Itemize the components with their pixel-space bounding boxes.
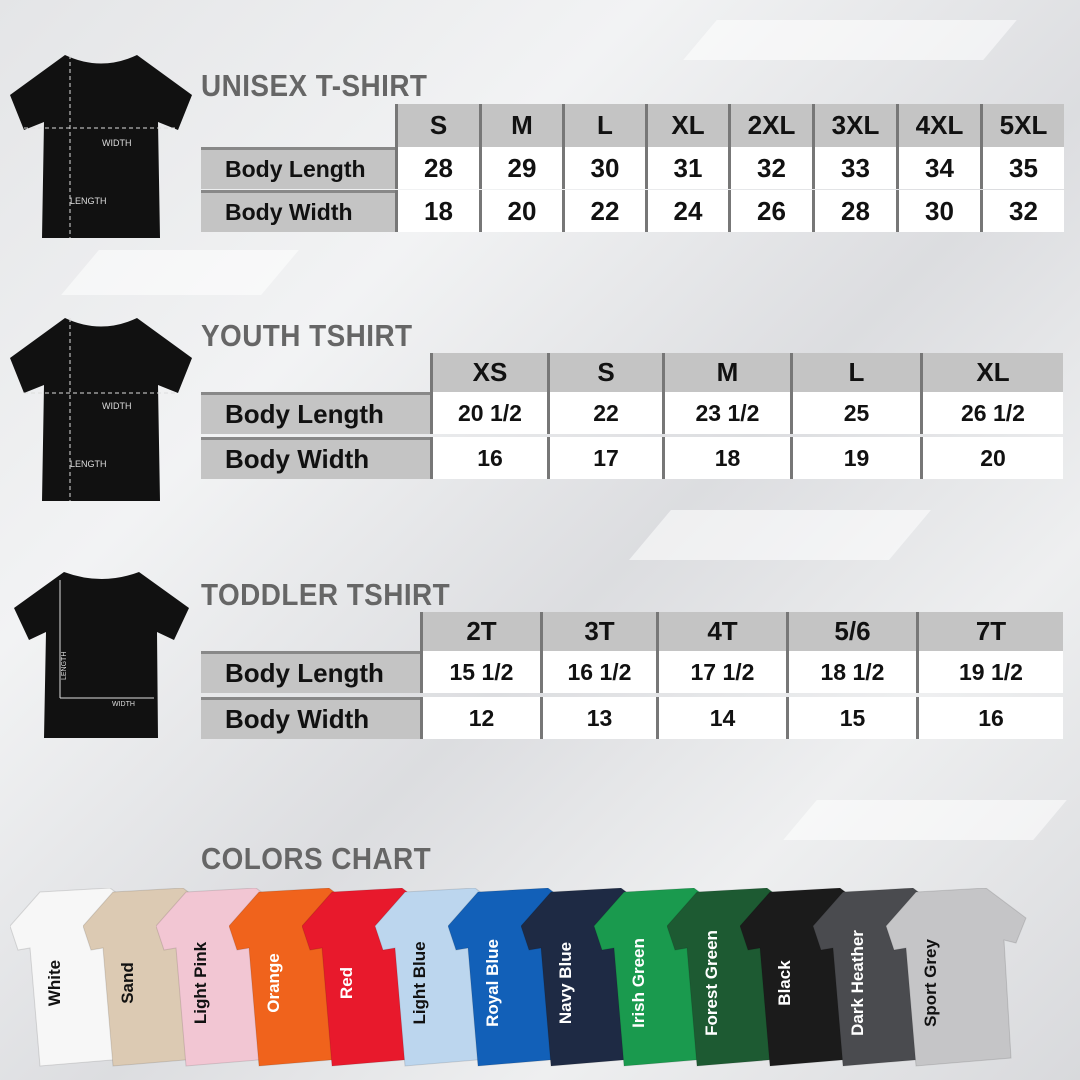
size-header: 4T: [656, 612, 786, 651]
bg-streak: [61, 250, 299, 295]
color-name: Orange: [264, 953, 283, 1013]
width-label: WIDTH: [102, 401, 132, 411]
size-value: 34: [896, 147, 980, 189]
size-value: 33: [812, 147, 896, 189]
size-value: 16: [430, 437, 547, 479]
size-value: 18: [662, 437, 790, 479]
size-value: 16: [916, 697, 1063, 739]
color-name: Royal Blue: [483, 939, 502, 1027]
size-value: 29: [479, 147, 562, 189]
tshirt-icon: [886, 888, 1027, 1067]
size-value: 25: [790, 392, 920, 434]
bg-streak: [783, 800, 1067, 840]
size-header: XL: [645, 104, 728, 147]
length-label: LENGTH: [61, 652, 68, 680]
size-header: XL: [920, 353, 1063, 392]
row-label: Body Length: [201, 651, 420, 693]
size-header: 3T: [540, 612, 656, 651]
size-value: 14: [656, 697, 786, 739]
size-value: 15: [786, 697, 916, 739]
color-name: Sport Grey: [921, 939, 940, 1027]
size-value: 28: [812, 190, 896, 232]
row-label: Body Length: [201, 147, 395, 189]
size-value: 16 1/2: [540, 651, 656, 693]
row-label: Body Width: [201, 697, 420, 739]
size-value: 17 1/2: [656, 651, 786, 693]
size-header: 2XL: [728, 104, 812, 147]
color-name: Dark Heather: [848, 930, 867, 1036]
toddler-title: TODDLER TSHIRT: [201, 577, 451, 612]
size-value: 13: [540, 697, 656, 739]
size-value: 19: [790, 437, 920, 479]
size-value: 35: [980, 147, 1064, 189]
unisex-title: UNISEX T-SHIRT: [201, 68, 428, 103]
size-value: 18: [395, 190, 479, 232]
color-name: White: [45, 959, 64, 1007]
size-header: M: [662, 353, 790, 392]
color-name: Irish Green: [629, 938, 648, 1028]
unisex-shirt-diagram: WIDTH LENGTH: [10, 55, 192, 238]
colors-title: COLORS CHART: [201, 841, 432, 876]
width-label: WIDTH: [102, 138, 132, 148]
size-header: 5/6: [786, 612, 916, 651]
bg-streak: [683, 20, 1017, 60]
size-header: 7T: [916, 612, 1063, 651]
size-header: S: [547, 353, 662, 392]
toddler-shirt-diagram: LENGTH WIDTH: [14, 572, 189, 738]
row-label: Body Length: [201, 392, 430, 434]
size-header: 2T: [420, 612, 540, 651]
size-value: 19 1/2: [916, 651, 1063, 693]
size-value: 32: [728, 147, 812, 189]
width-label: WIDTH: [112, 701, 135, 708]
size-header: 3XL: [812, 104, 896, 147]
size-header: 5XL: [980, 104, 1064, 147]
size-value: 30: [562, 147, 645, 189]
size-value: 12: [420, 697, 540, 739]
youth-title: YOUTH TSHIRT: [201, 318, 413, 353]
size-value: 30: [896, 190, 980, 232]
size-header: L: [562, 104, 645, 147]
size-value: 17: [547, 437, 662, 479]
size-value: 18 1/2: [786, 651, 916, 693]
length-label: LENGTH: [70, 459, 107, 469]
row-label: Body Width: [201, 190, 395, 232]
size-value: 31: [645, 147, 728, 189]
color-name: Sand: [118, 962, 137, 1004]
size-header: XS: [430, 353, 547, 392]
size-header: S: [395, 104, 479, 147]
size-value: 22: [547, 392, 662, 434]
color-name: Red: [337, 966, 356, 1000]
color-name: Forest Green: [702, 930, 721, 1036]
size-value: 26: [728, 190, 812, 232]
size-value: 26 1/2: [920, 392, 1063, 434]
color-swatch-sport-grey: Sport Grey: [886, 888, 1027, 1068]
bg-streak: [629, 510, 931, 560]
size-value: 20 1/2: [430, 392, 547, 434]
color-name: Black: [775, 960, 794, 1006]
size-header: 4XL: [896, 104, 980, 147]
color-name: Light Pink: [191, 941, 210, 1025]
size-value: 20: [479, 190, 562, 232]
size-value: 23 1/2: [662, 392, 790, 434]
size-value: 24: [645, 190, 728, 232]
color-name: Light Blue: [410, 941, 429, 1025]
length-label: LENGTH: [70, 196, 107, 206]
youth-shirt-diagram: WIDTH LENGTH: [10, 318, 192, 501]
size-value: 28: [395, 147, 479, 189]
size-value: 20: [920, 437, 1063, 479]
color-name: Navy Blue: [556, 941, 575, 1025]
size-value: 15 1/2: [420, 651, 540, 693]
size-header: L: [790, 353, 920, 392]
row-label: Body Width: [201, 437, 430, 479]
size-value: 22: [562, 190, 645, 232]
size-header: M: [479, 104, 562, 147]
size-value: 32: [980, 190, 1064, 232]
